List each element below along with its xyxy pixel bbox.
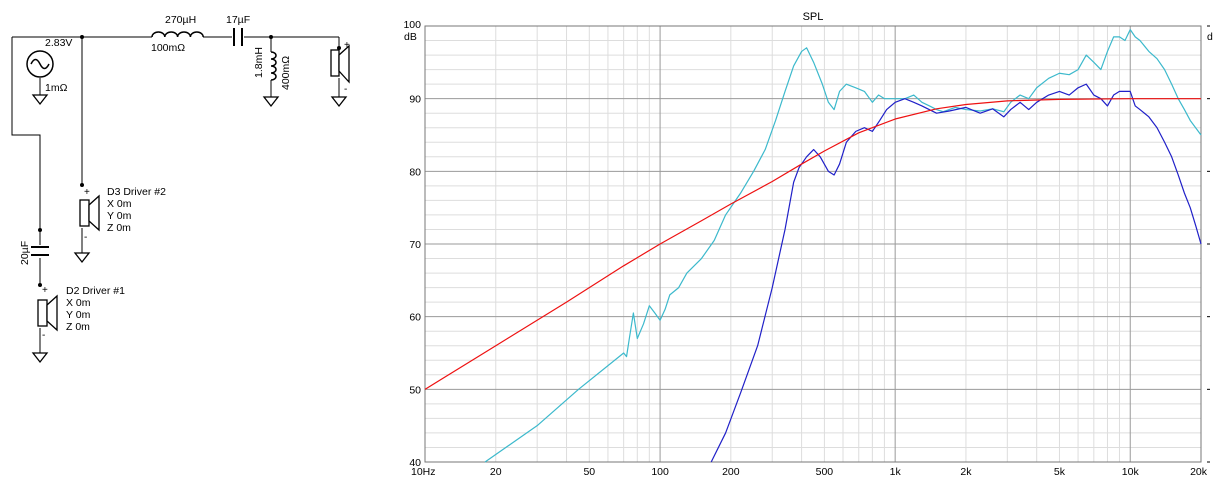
d3-plus: + xyxy=(84,187,90,198)
ground-icon xyxy=(31,352,49,364)
series-line-2 xyxy=(710,83,1202,463)
series-capacitor[interactable] xyxy=(233,28,243,46)
x-tick-label: 20 xyxy=(490,466,502,478)
junction-dot xyxy=(38,283,42,287)
d2-minus: - xyxy=(42,330,45,341)
series-inductor[interactable] xyxy=(151,31,204,38)
source-resistance-label: 1mΩ xyxy=(45,82,68,94)
y-tick-label: 80 xyxy=(409,166,421,178)
d2-driver-name: D2 Driver #1 xyxy=(66,285,125,297)
shunt-inductor[interactable] xyxy=(270,51,277,81)
x-tick-label: 2k xyxy=(960,466,972,478)
series-line-1 xyxy=(484,29,1202,463)
x-tick-label: 10k xyxy=(1122,466,1140,478)
x-tick-label: 200 xyxy=(722,466,740,478)
d3-driver-y: Y 0m xyxy=(107,210,132,222)
x-tick-label: 500 xyxy=(816,466,834,478)
d3-driver-z: Z 0m xyxy=(107,222,131,234)
y-tick-label: 90 xyxy=(409,94,421,106)
d3-driver-name: D3 Driver #2 xyxy=(107,186,166,198)
voltage-source[interactable] xyxy=(26,50,54,78)
junction-dot xyxy=(80,35,84,39)
shunt-inductor-value: 1.8mH xyxy=(253,47,265,78)
junction-dot xyxy=(269,35,273,39)
series-capacitor-value: 17µF xyxy=(226,14,250,26)
chart-title: SPL xyxy=(803,11,824,23)
d2-plus: + xyxy=(42,285,48,296)
x-tick-label: 100 xyxy=(651,466,669,478)
ground-icon xyxy=(262,96,280,108)
series-inductor-value: 270µH xyxy=(165,14,196,26)
y-tick-labels: 100 90 80 70 60 50 40 xyxy=(403,19,421,469)
y-tick-label: 50 xyxy=(409,384,421,396)
ground-icon xyxy=(31,94,49,106)
series-layer xyxy=(424,29,1202,463)
y-tick-label: 70 xyxy=(409,239,421,251)
y-tick-label: 100 xyxy=(403,19,421,31)
ground-icon xyxy=(330,96,348,108)
x-tick-label: 1k xyxy=(890,466,902,478)
junction-dot xyxy=(337,46,341,50)
d2-driver-x: X 0m xyxy=(66,297,91,309)
shunt-inductor-resistance: 400mΩ xyxy=(280,56,292,90)
d3-minus: - xyxy=(84,232,87,243)
driver-capacitor-value: 20µF xyxy=(19,241,31,265)
x-tick-label: 20k xyxy=(1190,466,1208,478)
d3-driver-x: X 0m xyxy=(107,198,132,210)
tweeter-minus: - xyxy=(344,84,347,95)
ground-icon xyxy=(73,252,91,264)
major-grid xyxy=(424,25,1201,463)
crossover-schematic: 2.83V 1mΩ 270µH 100mΩ 17µF 1.8mH 400mΩ +… xyxy=(11,14,350,364)
y-tick-label: 40 xyxy=(409,457,421,469)
series-line-3 xyxy=(424,98,1201,390)
right-edge-label: d xyxy=(1207,31,1213,43)
spl-chart: SPL dB d 100 90 80 70 60 50 40 10Hz 20 50 100 200 5… xyxy=(403,11,1213,478)
d2-driver-z: Z 0m xyxy=(66,321,90,333)
tweeter-driver[interactable] xyxy=(330,44,350,84)
x-tick-label: 50 xyxy=(583,466,595,478)
d3-driver[interactable] xyxy=(79,194,100,232)
junction-dot xyxy=(80,183,84,187)
d2-driver-y: Y 0m xyxy=(66,309,91,321)
x-tick-labels: 10Hz 20 50 100 200 500 1k 2k 5k 10k 20k xyxy=(411,466,1208,478)
x-tick-label: 10Hz xyxy=(411,466,436,478)
source-voltage-label: 2.83V xyxy=(45,37,72,49)
tweeter-plus: + xyxy=(344,40,350,51)
series-inductor-resistance: 100mΩ xyxy=(151,42,185,54)
y-tick-label: 60 xyxy=(409,312,421,324)
y-axis-unit: dB xyxy=(404,31,417,43)
d2-driver[interactable] xyxy=(37,294,58,332)
right-edge-marks xyxy=(1207,25,1210,463)
driver-capacitor[interactable] xyxy=(31,246,49,256)
junction-dot xyxy=(38,228,42,232)
x-tick-label: 5k xyxy=(1054,466,1066,478)
